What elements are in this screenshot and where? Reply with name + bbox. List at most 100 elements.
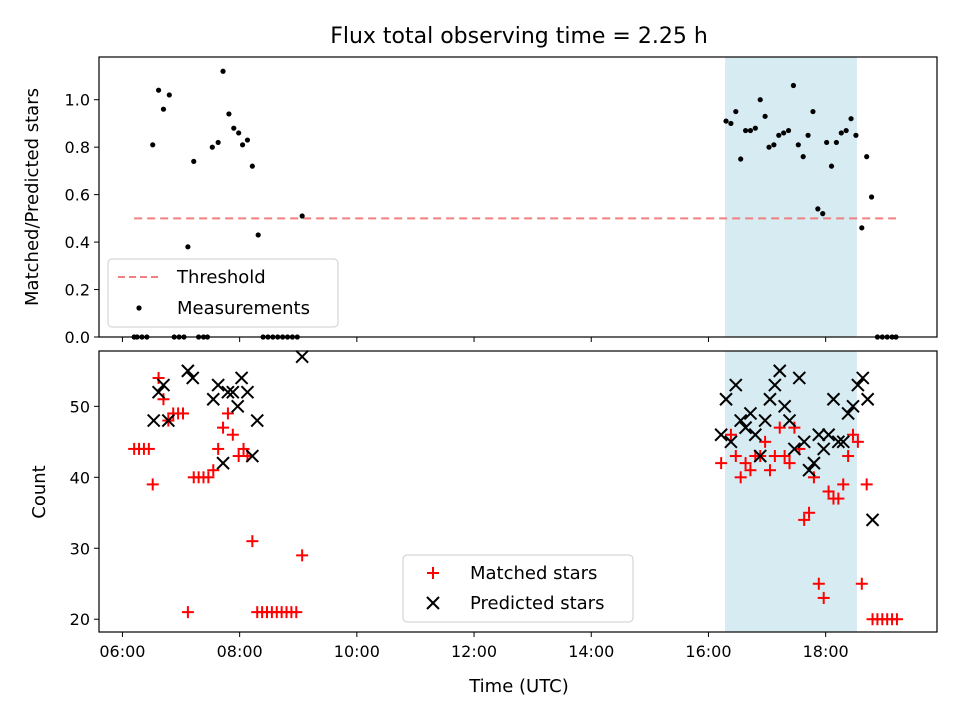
predicted-star-point	[768, 378, 782, 392]
predicted-legend-swatch	[426, 596, 440, 610]
measurement-point	[848, 116, 854, 122]
x-tick-label: 12:00	[451, 642, 497, 661]
measurement-point	[220, 68, 226, 74]
measurement-point	[150, 142, 156, 148]
measurement-point	[805, 132, 811, 138]
measurement-point	[226, 111, 232, 117]
predicted-legend-label: Predicted stars	[470, 593, 604, 614]
predicted-star-point	[816, 442, 831, 456]
measurement-legend-label: Measurements	[177, 298, 310, 319]
measurement-point	[766, 144, 772, 150]
bottom-y-axis-label: Count	[29, 465, 50, 518]
matched-star-point	[788, 421, 801, 434]
matched-star-point	[851, 435, 864, 448]
top-y-tick-label: 0.6	[65, 186, 90, 205]
predicted-star-point	[226, 385, 240, 399]
predicted-star-point	[240, 385, 255, 399]
predicted-star-point	[802, 463, 816, 477]
matched-star-point	[783, 457, 796, 470]
predicted-star-point	[250, 413, 264, 428]
measurement-point	[785, 127, 792, 134]
matched-legend-swatch	[427, 567, 439, 579]
matched-star-point	[715, 457, 728, 470]
matched-star-point	[729, 450, 742, 463]
measurement-point	[853, 132, 859, 138]
predicted-star-point	[729, 378, 743, 392]
matched-star-point	[176, 407, 189, 420]
measurement-point	[790, 82, 797, 89]
measurement-point	[185, 244, 191, 250]
measurement-point	[244, 137, 251, 143]
matched-star-point	[860, 478, 873, 491]
matched-star-point	[152, 371, 165, 384]
predicted-star-point	[856, 371, 870, 385]
predicted-star-point	[245, 449, 260, 463]
measurement-point	[231, 125, 237, 131]
top-legend-box	[107, 258, 339, 328]
bottom-y-tick-label: 20	[70, 610, 90, 629]
matched-star-point	[221, 407, 234, 420]
predicted-star-point	[797, 435, 811, 449]
matched-star-point	[290, 606, 303, 619]
predicted-star-point	[782, 413, 797, 428]
matched-star-point	[798, 513, 811, 526]
threshold-legend-label: Threshold	[176, 267, 266, 288]
predicted-star-point	[161, 413, 176, 428]
x-tick-label: 10:00	[334, 642, 380, 661]
x-tick-label: 06:00	[99, 642, 145, 661]
predicted-star-point	[792, 371, 806, 385]
measurement-point	[828, 163, 835, 169]
matched-star-point	[246, 535, 259, 548]
predicted-star-point	[846, 399, 860, 414]
matched-star-point	[226, 428, 239, 441]
matched-star-point	[890, 613, 903, 626]
x-tick-label: 14:00	[568, 642, 614, 661]
matched-star-point	[724, 428, 737, 441]
predicted-star-point	[221, 385, 235, 399]
measurement-point	[723, 118, 729, 124]
measurement-point	[757, 97, 763, 103]
matched-star-point	[847, 428, 860, 441]
predicted-star-point	[733, 413, 748, 428]
predicted-star-point	[156, 378, 171, 392]
bottom-panel: 20 30 40 50 06:00 08:00 10:00 12:00 14:00 16:00 18…	[29, 349, 938, 697]
x-tick-label: 16:00	[685, 642, 731, 661]
matched-star-point	[855, 577, 868, 590]
measurement-point	[810, 108, 816, 115]
top-y-tick-label: 0.2	[65, 281, 90, 300]
top-highlight-span	[725, 57, 857, 337]
measurement-point	[776, 132, 782, 138]
measurement-point	[752, 125, 758, 131]
measurement-point	[209, 144, 215, 150]
predicted-star-point	[211, 378, 225, 392]
bottom-y-tick-label: 50	[70, 397, 90, 416]
predicted-star-point	[831, 435, 846, 449]
top-y-tick-label: 1.0	[65, 91, 90, 110]
predicted-star-point	[234, 371, 249, 385]
matched-star-point	[763, 464, 776, 477]
predicted-star-point	[812, 428, 826, 442]
measurement-point	[838, 130, 844, 136]
predicted-star-point	[841, 406, 855, 421]
bottom-legend-box	[402, 554, 634, 623]
matched-star-point	[812, 577, 825, 590]
predicted-star-point	[230, 399, 245, 414]
bottom-legend: Matched stars Predicted stars	[402, 554, 634, 623]
predicted-star-point	[753, 449, 767, 463]
measurement-point	[824, 139, 830, 146]
matched-legend-label: Matched stars	[470, 563, 597, 584]
predicted-star-point	[295, 349, 309, 364]
bottom-y-tick-label: 30	[70, 539, 90, 558]
predicted-star-point	[763, 392, 777, 406]
predicted-star-point	[787, 442, 802, 456]
top-y-axis-label: Matched/Predicted stars	[22, 88, 43, 306]
measurement-point	[215, 139, 221, 146]
predicted-star-point	[860, 392, 875, 406]
matched-star-point	[157, 393, 170, 406]
predicted-star-point	[773, 364, 787, 378]
top-y-tick-label: 0.8	[65, 138, 90, 157]
predicted-star-point	[826, 392, 841, 406]
matched-star-point	[207, 464, 220, 477]
matched-star-point	[739, 457, 752, 470]
measurement-point	[255, 232, 261, 238]
